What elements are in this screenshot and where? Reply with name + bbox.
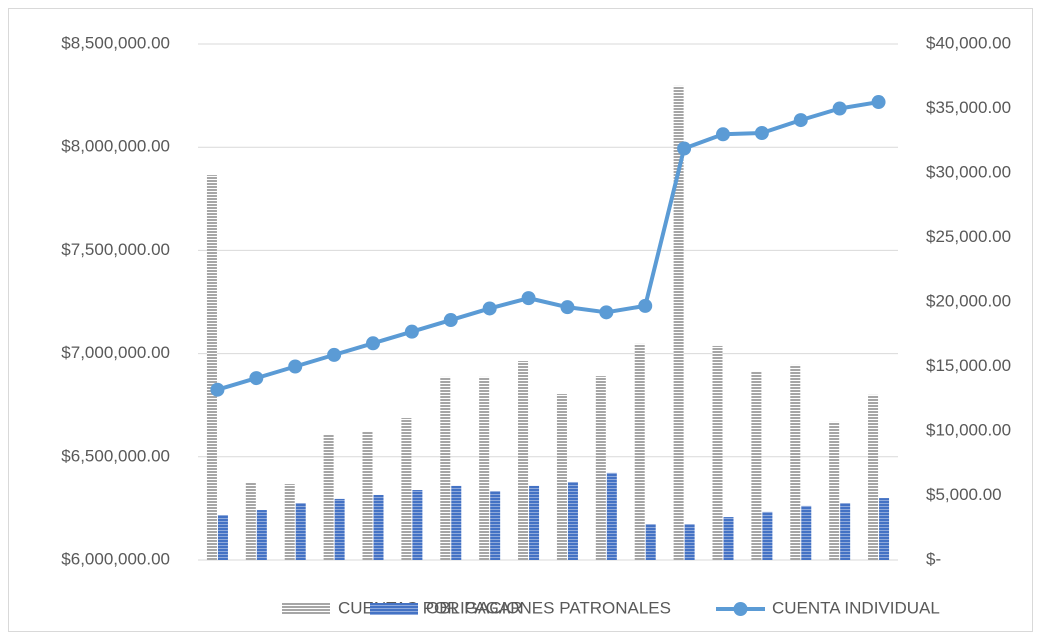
- bar: [373, 494, 384, 560]
- legend-swatch: [370, 603, 418, 615]
- bar: [529, 485, 540, 560]
- bar: [712, 345, 723, 560]
- bar: [295, 503, 306, 560]
- line-marker: [716, 127, 730, 142]
- bar: [567, 481, 578, 560]
- bar: [684, 524, 695, 560]
- y2-tick-label: $20,000.00: [926, 291, 1011, 310]
- bar: [879, 498, 890, 560]
- line-marker: [404, 324, 419, 339]
- bar: [829, 421, 840, 560]
- bar: [334, 498, 345, 560]
- line-marker: [793, 113, 808, 128]
- legend-label: CUENTA INDIVIDUAL: [772, 598, 940, 617]
- bar: [634, 343, 645, 560]
- y2-tick-label: $35,000.00: [926, 98, 1011, 117]
- line-marker: [249, 371, 264, 386]
- bar: [518, 361, 529, 560]
- y-tick-label: $6,500,000.00: [61, 446, 170, 465]
- line-marker: [210, 382, 225, 397]
- bar: [206, 175, 217, 560]
- legend-label: OBLIGACIONES PATRONALES: [426, 598, 671, 617]
- line-marker: [599, 305, 614, 320]
- bar: [868, 394, 879, 560]
- y2-tick-label: $10,000.00: [926, 420, 1011, 439]
- line-marker: [871, 95, 886, 110]
- bar: [556, 394, 567, 560]
- y2-tick-label: $-: [926, 549, 941, 568]
- bar: [451, 485, 462, 560]
- y2-tick-label: $40,000.00: [926, 33, 1011, 52]
- line-marker: [677, 141, 692, 156]
- line-marker: [366, 336, 380, 351]
- bar: [751, 371, 762, 560]
- bar: [479, 376, 490, 560]
- bar: [801, 505, 812, 560]
- bar: [401, 417, 412, 560]
- y-tick-label: $8,500,000.00: [61, 33, 170, 52]
- bar: [840, 503, 851, 560]
- bar: [595, 376, 606, 560]
- bar: [490, 491, 501, 560]
- line-marker: [288, 359, 303, 374]
- bar: [362, 431, 373, 560]
- bar: [412, 490, 423, 560]
- legend-swatch: [733, 602, 748, 616]
- line-marker: [327, 347, 342, 362]
- bar: [245, 481, 256, 560]
- bar: [217, 515, 228, 560]
- bar: [440, 376, 451, 560]
- line-marker: [832, 101, 847, 116]
- bar: [284, 484, 295, 560]
- bar: [723, 517, 734, 560]
- y-tick-label: $6,000,000.00: [61, 549, 170, 568]
- bar: [673, 85, 684, 560]
- bar: [762, 511, 773, 560]
- y2-tick-label: $25,000.00: [926, 227, 1011, 246]
- y2-tick-label: $15,000.00: [926, 356, 1011, 375]
- bar: [256, 510, 267, 560]
- bar: [606, 472, 617, 560]
- y-tick-label: $8,000,000.00: [61, 137, 170, 156]
- bar: [323, 434, 334, 560]
- y2-tick-label: $30,000.00: [926, 162, 1011, 181]
- y2-tick-label: $5,000.00: [926, 485, 1002, 504]
- y-tick-label: $7,000,000.00: [61, 343, 170, 362]
- line-marker: [443, 313, 458, 328]
- line-marker: [560, 300, 575, 315]
- line-marker: [754, 126, 769, 141]
- bar: [790, 364, 801, 560]
- line-marker: [638, 298, 653, 313]
- legend-swatch: [282, 603, 330, 615]
- y-tick-label: $7,500,000.00: [61, 240, 170, 259]
- line-marker: [521, 291, 536, 306]
- bar: [645, 524, 656, 560]
- line-marker: [482, 301, 497, 316]
